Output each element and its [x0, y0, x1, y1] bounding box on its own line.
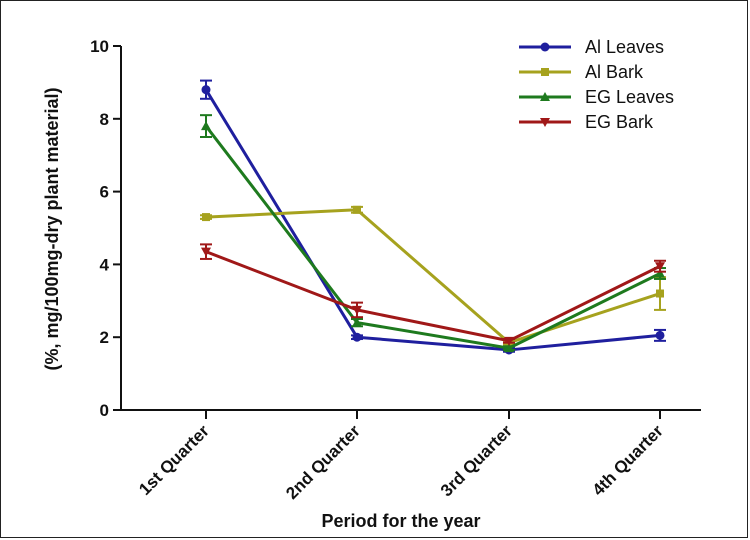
x-tick-label: 4th Quarter — [589, 421, 668, 500]
data-point — [352, 305, 362, 315]
x-tick-label: 1st Quarter — [135, 421, 213, 499]
series-line-eg-leaves — [204, 125, 661, 350]
legend-item-al-leaves: Al Leaves — [519, 37, 664, 57]
legend-label: EG Bark — [585, 112, 654, 132]
data-point — [352, 317, 362, 327]
data-point — [201, 121, 211, 131]
legend-item-eg-leaves: EG Leaves — [519, 87, 674, 107]
legend-item-al-bark: Al Bark — [519, 62, 644, 82]
series-eg-bark — [200, 243, 666, 346]
legend-marker — [540, 118, 550, 127]
data-point — [353, 205, 361, 214]
legend-label: Al Bark — [585, 62, 644, 82]
legend-item-eg-bark: EG Bark — [519, 112, 654, 132]
y-axis-title: (%, mg/100mg-dry plant material) — [42, 87, 62, 370]
series-line-eg-bark — [205, 250, 661, 343]
data-point — [655, 262, 665, 272]
data-point — [656, 289, 664, 298]
legend-marker — [540, 92, 550, 101]
data-point — [352, 332, 362, 342]
data-point — [201, 85, 211, 95]
y-tick-label: 10 — [90, 37, 109, 56]
legend-label: EG Leaves — [585, 87, 674, 107]
x-tick-label: 3rd Quarter — [437, 421, 516, 500]
legend-marker — [541, 68, 549, 76]
y-tick-label: 4 — [100, 255, 110, 274]
data-point — [504, 336, 514, 346]
legend-label: Al Leaves — [585, 37, 664, 57]
y-tick-label: 8 — [100, 110, 109, 129]
y-tick-label: 6 — [100, 183, 109, 202]
x-tick-label: 2nd Quarter — [282, 421, 364, 503]
legend: Al Leaves Al Bark EG Leaves EG Bark — [519, 37, 674, 132]
data-point — [655, 268, 665, 278]
data-point — [504, 343, 514, 353]
legend-marker — [540, 42, 550, 52]
series-line-al-bark — [205, 208, 661, 345]
data-point — [655, 330, 665, 340]
y-tick-label: 0 — [100, 401, 109, 420]
data-point — [202, 213, 210, 222]
data-point — [201, 247, 211, 257]
series-eg-leaves — [200, 114, 666, 353]
series-layer — [200, 79, 666, 355]
y-tick-label: 2 — [100, 328, 109, 347]
x-axis-title: Period for the year — [321, 511, 480, 531]
